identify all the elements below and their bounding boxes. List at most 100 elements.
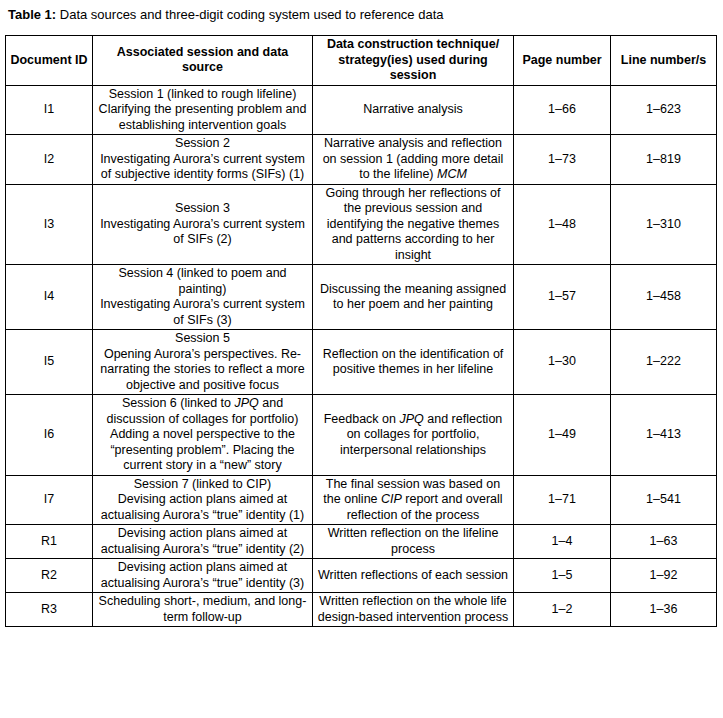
cell-technique: Reflection on the identification of posi… — [313, 330, 514, 395]
column-header: Associated session and data source — [93, 36, 313, 86]
text-segment: Devising action plans aimed at actualisi… — [101, 526, 304, 556]
cell-technique: Written reflection on the whole life des… — [313, 593, 514, 627]
cell-paragraph: Scheduling short-, medium, and long-term… — [96, 594, 309, 625]
cell-session-source: Devising action plans aimed at actualisi… — [93, 559, 313, 593]
cell-paragraph: Adding a novel perspective to the “prese… — [96, 427, 309, 474]
italic-text-segment: JPQ — [399, 412, 423, 426]
cell-session-source: Session 2 Investigating Aurora’s current … — [93, 135, 313, 185]
cell-page-number: 1–57 — [514, 265, 611, 330]
cell-page-number: 1–30 — [514, 330, 611, 395]
cell-paragraph: Devising action plans aimed at actualisi… — [96, 492, 309, 523]
text-segment: Reflection on the identification of posi… — [323, 347, 504, 377]
cell-line-numbers: 1–310 — [611, 184, 717, 265]
cell-paragraph: Session 7 (linked to CIP) — [96, 477, 309, 493]
text-segment: Written reflection on the whole life des… — [318, 594, 508, 624]
cell-page-number: 1–2 — [514, 593, 611, 627]
text-segment: Scheduling short-, medium, and long-term… — [99, 594, 307, 624]
cell-line-numbers: 1–36 — [611, 593, 717, 627]
cell-line-numbers: 1–92 — [611, 559, 717, 593]
cell-line-numbers: 1–623 — [611, 85, 717, 135]
cell-technique: Discussing the meaning assigned to her p… — [313, 265, 514, 330]
column-header: Document ID — [6, 36, 93, 86]
text-segment: Devising action plans aimed at actualisi… — [101, 492, 304, 522]
italic-text-segment: MCM — [437, 167, 467, 181]
text-segment: Narrative analysis — [363, 102, 462, 116]
cell-paragraph: Investigating Aurora’s current system of… — [96, 217, 309, 248]
table-row: R2 Devising action plans aimed at actuali… — [6, 559, 717, 593]
cell-paragraph: Narrative analysis — [316, 102, 510, 118]
text-segment: Clarifying the presenting problem and es… — [99, 102, 307, 132]
cell-paragraph: Written reflection on the lifeline proce… — [316, 526, 510, 557]
text-segment: Opening Aurora’s perspectives. Re-narrat… — [100, 347, 304, 392]
text-segment: Session 2 — [175, 136, 230, 150]
cell-paragraph: Written reflection on the whole life des… — [316, 594, 510, 625]
text-segment: Adding a novel perspective to the “prese… — [110, 427, 295, 472]
text-segment: Session 4 (linked to poem and painting) — [118, 266, 286, 296]
text-segment: Devising action plans aimed at actualisi… — [101, 560, 304, 590]
cell-document-id: R3 — [6, 593, 93, 627]
text-segment: Written reflection on the lifeline proce… — [328, 526, 499, 556]
cell-session-source: Session 7 (linked to CIP)Devising action… — [93, 475, 313, 525]
cell-page-number: 1–4 — [514, 525, 611, 559]
cell-paragraph: Devising action plans aimed at actualisi… — [96, 526, 309, 557]
column-header: Page number — [514, 36, 611, 86]
table-caption-text: Data sources and three-digit coding syst… — [56, 7, 443, 22]
cell-paragraph: Feedback on JPQ and reflection on collag… — [316, 412, 510, 459]
cell-session-source: Session 3Investigating Aurora’s current … — [93, 184, 313, 265]
text-segment: Session 5 — [175, 331, 230, 345]
cell-paragraph: Session 1 (linked to rough lifeline) — [96, 87, 309, 103]
cell-document-id: R2 — [6, 559, 93, 593]
cell-technique: Written reflection on the lifeline proce… — [313, 525, 514, 559]
table-row: I2 Session 2 Investigating Aurora’s curren… — [6, 135, 717, 185]
cell-document-id: I6 — [6, 395, 93, 476]
cell-line-numbers: 1–222 — [611, 330, 717, 395]
cell-page-number: 1–49 — [514, 395, 611, 476]
italic-text-segment: CIP — [381, 492, 402, 506]
cell-technique: Written reflections of each session — [313, 559, 514, 593]
text-segment: Investigating Aurora’s current system of… — [100, 217, 305, 247]
cell-page-number: 1–73 — [514, 135, 611, 185]
page-title: Table 1: Data sources and three-digit co… — [8, 7, 723, 23]
cell-session-source: Session 1 (linked to rough lifeline)Clar… — [93, 85, 313, 135]
cell-document-id: I5 — [6, 330, 93, 395]
cell-paragraph: The final session was based on the onlin… — [316, 477, 510, 524]
text-segment: Narrative analysis and reflection on ses… — [323, 136, 504, 181]
cell-paragraph: Session 3 — [96, 201, 309, 217]
cell-page-number: 1–71 — [514, 475, 611, 525]
cell-session-source: Session 4 (linked to poem and painting)I… — [93, 265, 313, 330]
table-row: I6Session 6 (linked to JPQ and discussio… — [6, 395, 717, 476]
cell-paragraph: Opening Aurora’s perspectives. Re-narrat… — [96, 347, 309, 394]
table-row: I4Session 4 (linked to poem and painting… — [6, 265, 717, 330]
cell-line-numbers: 1–458 — [611, 265, 717, 330]
cell-paragraph: Investigating Aurora’s current system of… — [96, 152, 309, 183]
text-segment: Discussing the meaning assigned to her p… — [320, 282, 506, 312]
text-segment: Written reflections of each session — [318, 568, 508, 582]
cell-document-id: I3 — [6, 184, 93, 265]
cell-document-id: I2 — [6, 135, 93, 185]
cell-technique: The final session was based on the onlin… — [313, 475, 514, 525]
table-row: I3Session 3Investigating Aurora’s curren… — [6, 184, 717, 265]
text-segment: Session 1 (linked to rough lifeline) — [109, 87, 297, 101]
text-segment: Going through her reflections of the pre… — [325, 186, 500, 262]
cell-line-numbers: 1–541 — [611, 475, 717, 525]
cell-document-id: I1 — [6, 85, 93, 135]
italic-text-segment: JPQ — [234, 396, 258, 410]
cell-paragraph: Session 4 (linked to poem and painting) — [96, 266, 309, 297]
cell-session-source: Session 5 Opening Aurora’s perspectives. … — [93, 330, 313, 395]
cell-line-numbers: 1–63 — [611, 525, 717, 559]
cell-document-id: I4 — [6, 265, 93, 330]
cell-line-numbers: 1–819 — [611, 135, 717, 185]
table-body: I1Session 1 (linked to rough lifeline)Cl… — [6, 85, 717, 627]
cell-technique: Narrative analysis — [313, 85, 514, 135]
cell-paragraph: Devising action plans aimed at actualisi… — [96, 560, 309, 591]
cell-page-number: 1–5 — [514, 559, 611, 593]
cell-paragraph: Discussing the meaning assigned to her p… — [316, 282, 510, 313]
cell-session-source: Session 6 (linked to JPQ and discussion … — [93, 395, 313, 476]
cell-line-numbers: 1–413 — [611, 395, 717, 476]
cell-paragraph: Session 5 — [96, 331, 309, 347]
text-segment: Session 6 (linked to — [122, 396, 235, 410]
table-row: I7Session 7 (linked to CIP)Devising acti… — [6, 475, 717, 525]
header-row: Document IDAssociated session and data s… — [6, 36, 717, 86]
data-sources-table: Document IDAssociated session and data s… — [5, 35, 717, 627]
cell-document-id: I7 — [6, 475, 93, 525]
